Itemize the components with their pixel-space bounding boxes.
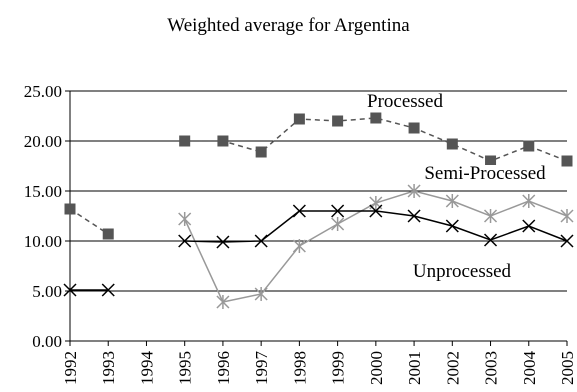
series-semi-processed (178, 184, 574, 309)
x-tick-label: 1992 (61, 351, 80, 385)
data-point (101, 283, 115, 297)
data-point (254, 234, 268, 248)
data-point (369, 204, 383, 218)
data-point (407, 184, 421, 198)
data-point (292, 204, 306, 218)
data-point (485, 155, 497, 167)
data-point (484, 233, 498, 247)
data-point (484, 209, 498, 223)
series-line (184, 210, 568, 243)
data-point (216, 295, 230, 309)
series-label-processed: Processed (367, 91, 443, 112)
data-point (560, 209, 574, 223)
x-tick-label: 1993 (99, 351, 118, 385)
data-point (369, 196, 383, 210)
data-point (407, 209, 421, 223)
series-label-bg (365, 93, 446, 110)
data-point (522, 219, 536, 233)
data-point (64, 203, 76, 215)
y-axis: 0.00 5.00 10.00 15.00 20.00 25.00 (24, 82, 71, 351)
data-point (523, 140, 535, 152)
series-label-unprocessed: Unprocessed (413, 261, 512, 282)
chart-title: Weighted average for Argentina (167, 15, 410, 36)
x-tick-label: 2004 (520, 351, 539, 386)
data-point (216, 235, 230, 249)
series-line (69, 208, 109, 235)
y-tick-label: 5.00 (32, 282, 62, 301)
data-point (63, 283, 77, 297)
data-point (255, 146, 267, 158)
data-point (560, 234, 574, 248)
x-axis: 1992 1993 1994 1995 1996 1997 1998 1999 2000 2001… (61, 341, 577, 385)
data-point (332, 115, 344, 127)
data-point (293, 113, 305, 125)
series-group (63, 112, 574, 309)
series-labels: Processed Semi-Processed Unprocessed (365, 91, 549, 282)
x-tick-label: 1996 (214, 351, 233, 385)
data-point (561, 155, 573, 167)
series-label-bg (422, 165, 549, 182)
x-tick-label: 2003 (482, 351, 501, 385)
x-tick-label: 2005 (558, 351, 577, 385)
data-point (254, 287, 268, 301)
data-point (292, 239, 306, 253)
data-point (102, 228, 114, 240)
data-point (178, 234, 192, 248)
x-tick-label: 1998 (290, 351, 309, 385)
x-tick-label: 1995 (176, 351, 195, 385)
gridlines (70, 90, 567, 342)
data-point (445, 194, 459, 208)
data-point (446, 138, 458, 150)
y-tick-label: 15.00 (24, 182, 62, 201)
x-tick-label: 2002 (443, 351, 462, 385)
y-tick-label: 10.00 (24, 232, 62, 251)
x-tick-label: 1997 (252, 351, 271, 386)
x-tick-label: 2001 (405, 351, 424, 385)
series-label-bg (410, 263, 514, 280)
data-point (445, 219, 459, 233)
series-processed (64, 112, 573, 240)
x-tick-label: 1994 (137, 351, 156, 386)
data-point (331, 204, 345, 218)
data-point (178, 212, 192, 226)
y-tick-label: 0.00 (32, 332, 62, 351)
series-label-semi-processed: Semi-Processed (424, 163, 546, 184)
data-point (370, 112, 382, 124)
x-tick-label: 1999 (329, 351, 348, 385)
y-tick-label: 20.00 (24, 132, 62, 151)
data-point (331, 217, 345, 231)
series-line (184, 117, 568, 162)
series-unprocessed (63, 204, 574, 297)
data-point (522, 194, 536, 208)
data-point (179, 135, 191, 147)
data-point (217, 135, 229, 147)
y-tick-label: 25.00 (24, 82, 62, 101)
data-point (408, 122, 420, 134)
x-tick-label: 2000 (367, 351, 386, 385)
